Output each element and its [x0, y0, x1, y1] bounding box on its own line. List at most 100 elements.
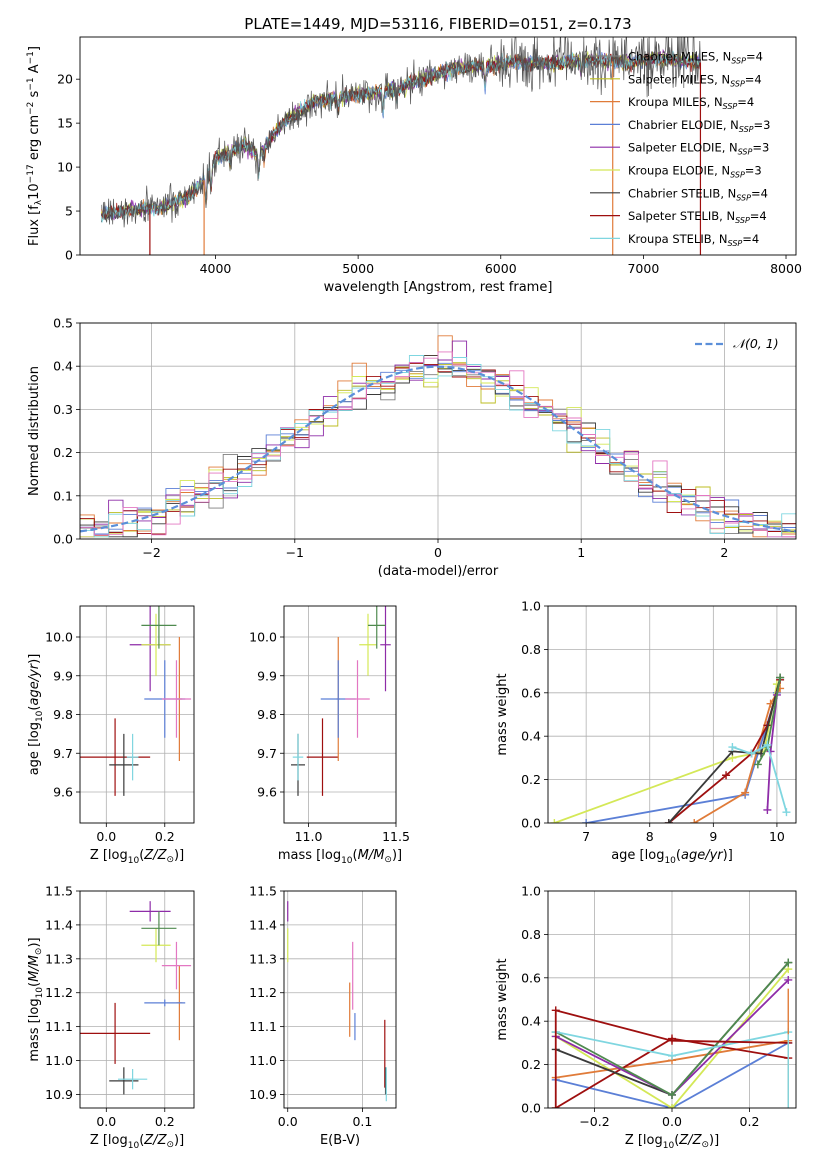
y-tick-label: 9.6 [257, 785, 277, 800]
mass-weight-marker [664, 819, 673, 823]
axes-frame [547, 605, 797, 824]
mass-weight-marker [776, 673, 785, 682]
axes-frame [79, 322, 797, 540]
x-tick-label: 8000 [770, 261, 802, 276]
y-axis-label: mass weight [495, 673, 510, 755]
mass-weight-marker [722, 771, 731, 780]
mass-weight-line [554, 683, 778, 823]
y-tick-label: 5 [65, 204, 73, 219]
y-tick-label: 10.0 [45, 630, 73, 645]
mass-weight-marker [763, 805, 772, 814]
y-tick-label: 0.2 [53, 445, 73, 460]
mass-weight-line [555, 1042, 789, 1108]
y-tick-label: 11.3 [45, 951, 73, 966]
y-tick-label: 1.0 [521, 599, 541, 614]
legend-label: Kroupa MILES, NSSP=4 [628, 95, 754, 111]
panel-massweight_vs_age: 7 8 9 10 0.0 0.2 0.4 0.6 0.8 1.0 age [log10(age/yr… [495, 599, 797, 866]
y-tick-label: 9.9 [257, 668, 277, 683]
mass-weight-marker [784, 958, 793, 967]
x-tick-label: 4000 [200, 261, 232, 276]
x-tick-label: 2 [720, 545, 728, 560]
panel-mass_vs_Z: 0.0 0.2 10.9 11.0 11.1 11.2 11.3 11.4 11.5 Z [log… [27, 884, 195, 1151]
y-tick-label: 10.0 [249, 630, 277, 645]
x-tick-label: 7 [582, 829, 590, 844]
y-tick-label: 11.3 [249, 951, 277, 966]
legend-label: 𝒩(0, 1) [733, 336, 779, 351]
x-tick-label: 10 [769, 829, 785, 844]
mass-weight-line [586, 692, 778, 823]
y-tick-label: 9.8 [53, 707, 73, 722]
mass-weight-line [732, 743, 788, 813]
x-tick-label: 0.2 [155, 829, 175, 844]
histogram-step [80, 351, 796, 538]
x-axis-label: Z [log10(Z/Z⊙)] [90, 1133, 184, 1151]
x-tick-label: 1 [577, 545, 585, 560]
mass-weight-marker [728, 743, 737, 752]
x-axis-label: wavelength [Angstrom, rest frame] [324, 280, 553, 295]
figure-title: PLATE=1449, MJD=53116, FIBERID=0151, z=0… [244, 15, 631, 33]
plot-area-mass_vs_EBV [287, 901, 387, 1102]
y-tick-label: 10.9 [45, 1087, 73, 1102]
legend-label: Salpeter STELIB, NSSP=4 [628, 209, 767, 225]
x-tick-label: 11.0 [295, 829, 323, 844]
y-tick-label: 11.4 [45, 917, 73, 932]
y-tick-label: 0.8 [521, 642, 541, 657]
y-tick-label: 11.4 [249, 917, 277, 932]
y-tick-label: 0.0 [521, 816, 541, 831]
mass-weight-marker [782, 808, 791, 817]
y-tick-label: 0.3 [53, 402, 73, 417]
y-tick-label: 9.7 [53, 746, 73, 761]
mass-weight-marker [763, 740, 772, 749]
x-tick-label: 6000 [485, 261, 517, 276]
histogram-step [80, 335, 796, 538]
y-tick-label: 10 [57, 160, 73, 175]
y-tick-label: 0.0 [53, 532, 73, 547]
y-tick-label: 0.0 [521, 1101, 541, 1116]
mass-weight-marker [668, 1104, 676, 1108]
plot-area-residuals [80, 335, 796, 538]
y-tick-label: 11.2 [45, 985, 73, 1000]
x-tick-label: 5000 [342, 261, 374, 276]
y-tick-label: 11.5 [45, 884, 73, 899]
x-axis-label: age [log10(age/yr)] [611, 848, 733, 866]
mass-weight-line [668, 677, 781, 823]
y-tick-label: 11.1 [249, 1019, 277, 1034]
y-tick-label: 1.0 [521, 884, 541, 899]
y-tick-label: 0.1 [53, 488, 73, 503]
x-axis-label: E(B-V) [320, 1133, 360, 1148]
x-tick-label: 0.0 [278, 1114, 298, 1129]
axes-frame [79, 36, 797, 256]
legend-label: Chabrier MILES, NSSP=4 [628, 50, 763, 66]
mass-weight-marker [668, 1090, 676, 1099]
spectrum-legend: Chabrier MILES, NSSP=4 Salpeter MILES, NS… [590, 50, 770, 248]
axes-frame [283, 890, 397, 1109]
y-axis-label: Normed distribution [27, 366, 42, 496]
x-axis-label: Z [log10(Z/Z⊙)] [90, 848, 184, 866]
mass-weight-marker [668, 1036, 676, 1045]
legend-label: Chabrier ELODIE, NSSP=3 [628, 118, 770, 134]
y-tick-label: 9.6 [53, 785, 73, 800]
panel-residuals: −2 −1 0 1 2 0.0 0.1 0.2 0.3 0.4 0.5 𝒩(0, 1) (data-mo… [27, 316, 797, 579]
panel-age_vs_Z: 0.0 0.2 9.6 9.7 9.8 9.9 10.0 Z [log10(Z/Z⊙)] age… [27, 605, 195, 866]
x-tick-label: 0.1 [352, 1114, 372, 1129]
x-tick-label: −1 [286, 545, 304, 560]
x-tick-label: 8 [646, 829, 654, 844]
axes-frame [79, 890, 195, 1109]
mass-weight-marker [747, 749, 756, 758]
legend-label: Kroupa ELODIE, NSSP=3 [628, 164, 762, 180]
y-axis-label: Flux [fλ10−17 erg cm−2 s−1 A−1] [26, 46, 44, 246]
y-tick-label: 20 [57, 72, 73, 87]
panel-spectrum: 4000 5000 6000 7000 8000 0 5 10 15 20 Chabrier MIL… [26, 36, 802, 295]
mass-weight-marker [741, 788, 750, 797]
x-axis-label: Z [log10(Z/Z⊙)] [625, 1133, 719, 1151]
mass-weight-marker [753, 760, 762, 769]
x-tick-label: 0.2 [155, 1114, 175, 1129]
legend-label: Salpeter ELODIE, NSSP=3 [628, 141, 769, 157]
y-tick-label: 0.2 [521, 772, 541, 787]
plot-area-age_vs_Z [80, 606, 192, 796]
y-tick-label: 10.9 [249, 1087, 277, 1102]
x-axis-label: mass [log10(M/M⊙)] [278, 848, 402, 866]
x-tick-label: 0 [434, 545, 442, 560]
x-tick-label: 11.5 [382, 829, 410, 844]
